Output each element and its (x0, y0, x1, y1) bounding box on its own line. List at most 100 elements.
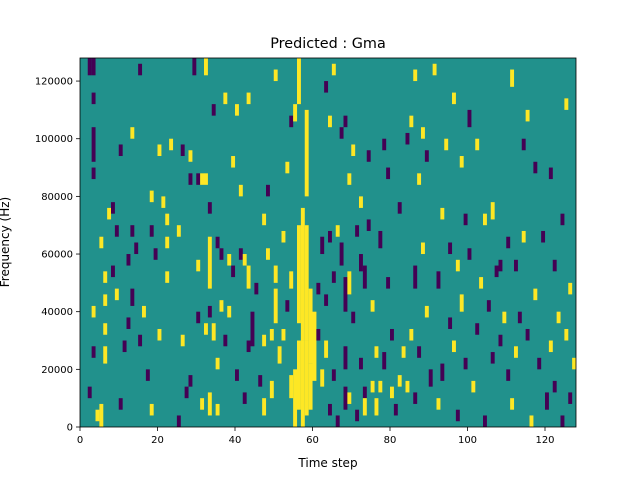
heatmap-cell-135 (335, 415, 340, 427)
heatmap-cell-21 (118, 398, 123, 410)
heatmap-cell-67 (215, 236, 220, 249)
heatmap-cell-130 (328, 403, 332, 416)
heatmap-cell-165 (386, 167, 391, 180)
heatmap-cell-210 (483, 415, 487, 427)
heatmap-cell-151 (359, 357, 363, 370)
heatmap-cell-142 (347, 173, 352, 185)
heatmap-cell-55 (196, 311, 201, 324)
heatmap-cell-63 (207, 305, 212, 318)
heatmap-cell-60 (204, 323, 208, 335)
heatmap-cell-112 (297, 340, 301, 410)
heatmap-cell-183 (421, 242, 425, 255)
heatmap-cell-28 (134, 242, 139, 255)
heatmap-cell-238 (552, 380, 557, 393)
heatmap-cell-166 (386, 277, 391, 289)
heatmap-cell-5 (91, 305, 96, 318)
heatmap-cell-88 (254, 282, 259, 295)
heatmap-cell-207 (475, 323, 480, 335)
heatmap-cell-65 (211, 104, 216, 116)
heatmap-cell-17 (111, 265, 115, 278)
heatmap-cell-223 (514, 346, 518, 358)
heatmap-cell-104 (285, 300, 290, 312)
heatmap-cell-244 (568, 282, 573, 295)
heatmap-cell-132 (331, 271, 336, 283)
heatmap-cell-175 (409, 115, 414, 128)
heatmap-cell-147 (355, 225, 360, 237)
heatmap-cell-211 (486, 300, 491, 312)
heatmap-cell-34 (149, 225, 154, 237)
heatmap-cell-73 (223, 334, 228, 347)
heatmap-cell-10 (99, 236, 104, 249)
heatmap-cell-216 (498, 334, 503, 347)
heatmap-cell-8 (95, 409, 100, 422)
heatmap-cell-157 (370, 300, 375, 312)
heatmap-cell-229 (529, 415, 534, 427)
heatmap-cell-118 (308, 288, 313, 364)
heatmap-cell-138 (343, 115, 348, 128)
x-tick-label-1: 20 (151, 435, 164, 446)
heatmap-cell-43 (169, 138, 174, 151)
heatmap-cell-9 (99, 403, 104, 427)
heatmap-cell-179 (413, 392, 418, 404)
heatmap-cell-226 (521, 230, 526, 243)
heatmap-cell-56 (200, 173, 205, 185)
heatmap-cell-70 (219, 248, 224, 260)
heatmap-cell-205 (471, 380, 476, 393)
heatmap-cell-189 (436, 398, 441, 410)
x-tick-label-5: 100 (458, 435, 477, 446)
heatmap-cell-76 (231, 156, 236, 168)
heatmap-cell-203 (467, 109, 472, 128)
heatmap-cell-121 (316, 282, 321, 295)
y-tick-label-4: 80000 (41, 192, 73, 203)
heatmap-cell-224 (517, 311, 522, 324)
heatmap-cell-12 (103, 294, 108, 306)
chart-title: Predicted : Gma (270, 36, 386, 52)
heatmap-cell-159 (374, 346, 379, 358)
y-tick-label-0: 0 (67, 423, 73, 434)
heatmap-cell-143 (347, 271, 352, 295)
heatmap-cell-214 (494, 265, 499, 278)
heatmap-cell-3 (91, 127, 96, 162)
heatmap-cell-158 (370, 380, 375, 393)
heatmap-cell-209 (483, 213, 487, 226)
heatmap-cell-171 (397, 375, 402, 387)
heatmap-cell-91 (262, 334, 267, 347)
heatmap-cell-184 (424, 150, 429, 162)
heatmap-cell-109 (293, 369, 298, 427)
heatmap-cell-37 (157, 144, 162, 157)
x-tick-label-6: 120 (535, 435, 554, 446)
heatmap-cell-61 (207, 202, 212, 214)
heatmap-cell-125 (324, 81, 329, 93)
heatmap-cell-240 (560, 213, 565, 226)
heatmap-cell-62 (207, 236, 212, 289)
heatmap-cell-39 (161, 196, 166, 208)
heatmap-cell-172 (401, 346, 406, 358)
heatmap-cell-82 (242, 254, 247, 266)
y-tick-label-2: 40000 (41, 307, 73, 318)
heatmap-cell-177 (413, 69, 418, 82)
heatmap-cell-162 (378, 380, 383, 393)
heatmap-cell-42 (165, 271, 170, 283)
heatmap-cell-90 (262, 213, 267, 226)
heatmap-cell-111 (297, 225, 301, 324)
heatmap-cell-213 (490, 352, 495, 364)
heatmap-cell-185 (424, 305, 429, 318)
heatmap-cell-78 (235, 104, 239, 116)
heatmap-cell-155 (366, 150, 371, 162)
x-axis: 0 20 40 60 80 100 120 (77, 427, 555, 446)
heatmap-cell-86 (246, 340, 251, 353)
x-axis-label: Time step (297, 456, 357, 470)
heatmap-cell-100 (277, 346, 282, 364)
heatmap-cell-167 (390, 328, 394, 341)
heatmap-cell-191 (440, 363, 445, 381)
heatmap-cell-36 (153, 248, 158, 260)
heatmap-cell-192 (444, 138, 449, 151)
heatmap-cell-24 (126, 317, 131, 329)
heatmap-cell-145 (351, 144, 356, 157)
heatmap-cell-16 (111, 202, 115, 214)
heatmap-cell-20 (118, 144, 123, 157)
heatmap-cell-102 (281, 328, 286, 341)
heatmap-cell-154 (362, 398, 367, 416)
heatmap-cell-74 (227, 254, 232, 266)
